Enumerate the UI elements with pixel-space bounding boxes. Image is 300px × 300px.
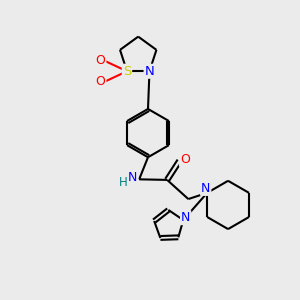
Text: O: O xyxy=(95,55,105,68)
Text: H: H xyxy=(118,176,127,189)
Text: N: N xyxy=(145,65,154,78)
Text: O: O xyxy=(95,75,105,88)
Text: O: O xyxy=(180,153,190,166)
Text: N: N xyxy=(181,211,190,224)
Text: N: N xyxy=(128,171,137,184)
Text: S: S xyxy=(123,65,131,78)
Text: N: N xyxy=(201,182,210,195)
